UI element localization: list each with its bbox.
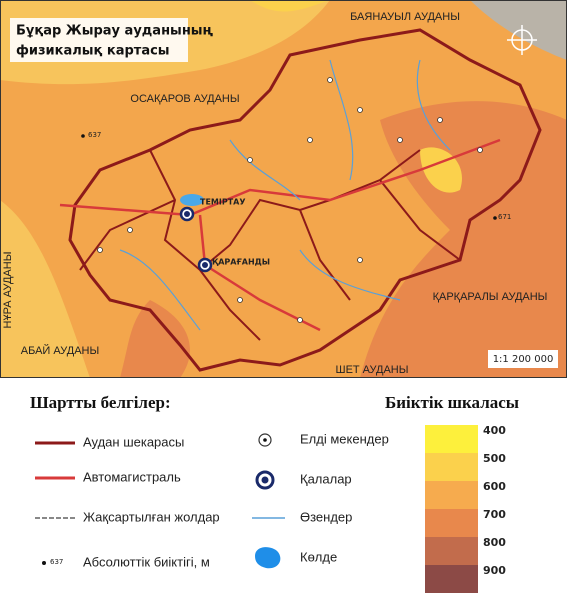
legend-item: Аудан шекарасы [83,434,184,449]
legend-item: Қалалар [300,471,352,486]
scale-label: 700 [483,508,506,521]
settlements [97,77,483,323]
legend-settlement [263,438,267,442]
compass [507,25,537,55]
height-point [493,216,497,220]
legend-title: Шартты белгілер: [30,393,171,412]
legend: Шартты белгілер: Аудан шекарасы Автомаги… [30,393,519,593]
scale-step [425,537,478,565]
legend-lake [255,547,281,569]
legend-height-point [42,561,46,565]
scale-step [425,453,478,481]
scale-step [425,481,478,509]
height-label: 637 [88,131,101,139]
region-label: БАЯНАУЫЛ АУДАНЫ [350,11,460,23]
scale-label: 800 [483,536,506,549]
height-label: 671 [498,213,511,221]
region-label: НҰРА АУДАНЫ [2,252,14,329]
height-point [81,134,85,138]
legend-item: Автомагистраль [83,469,181,484]
region-label: ОСАҚАРОВ АУДАНЫ [130,93,239,105]
district-inner-border [79,149,461,341]
city-label: ТЕМІРТАУ [200,198,246,207]
legend-item: Абсолюттік биіктігі, м [83,554,210,569]
district-border [68,28,542,372]
scale-title: Биіктік шкаласы [385,393,519,412]
city [202,262,208,268]
legend-item: Елді мекендер [300,431,389,446]
title-box [10,18,188,62]
scale-step [425,425,478,453]
terrain-mid [250,0,462,193]
city-label: ҚАРАҒАНДЫ [212,258,270,267]
lake [180,194,204,206]
map-scale: 1:1 200 000 [493,354,554,365]
map-title: физикалық картасы [16,44,170,59]
scale-step [425,509,478,537]
scale-label: 400 [483,424,506,437]
river [119,59,451,331]
scale-label: 500 [483,452,506,465]
legend-item: Өзендер [300,509,352,524]
terrain-high [360,101,567,378]
region-label: АБАЙ АУДАНЫ [21,344,99,357]
map-title: Бұқар Жырау ауданының [16,24,214,39]
legend-item: Көлде [300,549,337,564]
terrain-high [120,300,190,378]
city [184,211,190,217]
legend-city [261,476,269,484]
map: 637 671 БАЯНАУЫЛ АУДАНЫ ОСАҚАРОВ АУДАНЫ … [0,0,567,378]
legend-item: Жақсартылған жолдар [83,509,220,524]
scale-box [488,350,558,368]
region-label: ҚАРҚАРАЛЫ АУДАНЫ [433,291,548,303]
elevation-scale: 400 500 600 700 800 900 [425,424,506,593]
terrain-low [0,200,90,378]
region-label: ШЕТ АУДАНЫ [335,364,408,376]
scale-label: 600 [483,480,506,493]
legend-height-value: 637 [50,558,63,566]
scale-step [425,565,478,593]
scale-label: 900 [483,564,506,577]
